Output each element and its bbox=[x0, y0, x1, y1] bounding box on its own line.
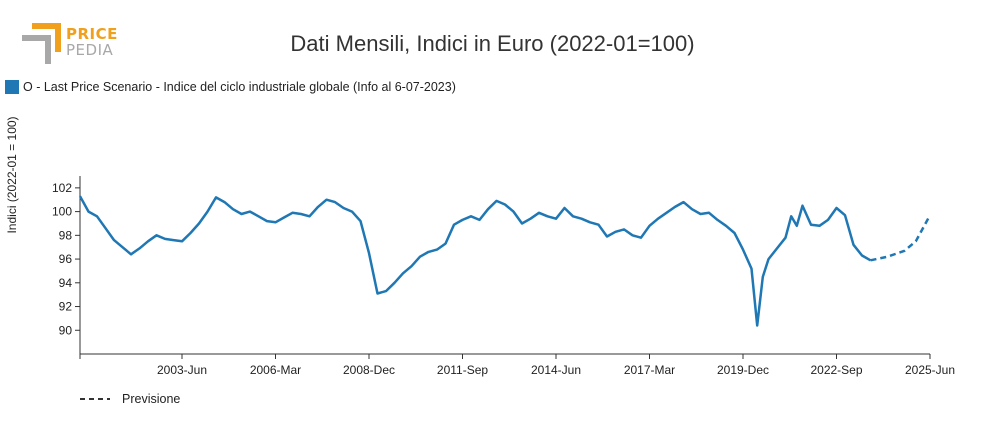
legend[interactable]: O - Last Price Scenario - Indice del cic… bbox=[5, 80, 456, 94]
legend-series-label: O - Last Price Scenario - Indice del cic… bbox=[23, 80, 456, 94]
dashed-line-icon bbox=[80, 398, 110, 400]
logo-text-price: PRICE bbox=[66, 25, 118, 43]
y-tick-label: 100 bbox=[52, 205, 72, 219]
x-tick-label: 2022-Sep bbox=[810, 363, 862, 377]
y-tick-label: 102 bbox=[52, 181, 72, 195]
y-axis-label: Indici (2022-01 = 100) bbox=[5, 116, 19, 233]
x-tick-label: 2025-Jun bbox=[905, 363, 955, 377]
chart-axes: 90 92 94 96 98 100 102 Indici (2022-01 = 100) 20… bbox=[5, 116, 955, 377]
series-line bbox=[78, 195, 872, 327]
forecast-label: Previsione bbox=[122, 392, 181, 406]
logo-wordmark: PRICE PEDIA bbox=[66, 26, 118, 58]
chart-marks bbox=[78, 195, 932, 327]
chart-title: Dati Mensili, Indici in Euro (2022-01=10… bbox=[290, 31, 695, 56]
x-tick-label: 2011-Sep bbox=[437, 363, 488, 377]
x-tick-label: 2019-Dec bbox=[717, 363, 769, 377]
y-tick-label: 90 bbox=[59, 323, 73, 337]
legend-swatch bbox=[5, 80, 19, 94]
logo-text-pedia: PEDIA bbox=[66, 41, 114, 59]
forecast-line bbox=[870, 214, 932, 262]
y-tick-label: 92 bbox=[59, 300, 73, 314]
x-tick-label: 2008-Dec bbox=[343, 363, 395, 377]
x-tick-label: 2006-Mar bbox=[250, 363, 301, 377]
forecast-legend: Previsione bbox=[80, 392, 180, 406]
x-tick-label: 2014-Jun bbox=[531, 363, 581, 377]
x-tick-label: 2003-Jun bbox=[157, 363, 207, 377]
logo-mark-icon bbox=[22, 23, 61, 64]
pricepedia-logo bbox=[18, 22, 128, 74]
y-tick-label: 98 bbox=[59, 228, 73, 242]
y-tick-label: 96 bbox=[59, 252, 73, 266]
x-tick-label: 2017-Mar bbox=[624, 363, 675, 377]
y-tick-label: 94 bbox=[59, 276, 73, 290]
